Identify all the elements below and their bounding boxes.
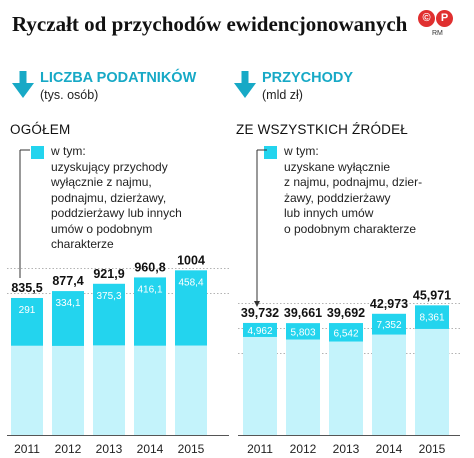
data-label-total: 877,4 — [52, 274, 83, 288]
data-label-subset: 375,3 — [96, 291, 121, 302]
data-label-total: 39,732 — [241, 306, 279, 320]
legend-swatch-right — [264, 146, 277, 159]
bar-subset — [415, 305, 449, 329]
x-tick-label: 2014 — [376, 442, 403, 456]
legend-line: o podobnym charakterze — [284, 221, 417, 236]
bar-subset — [134, 277, 166, 346]
bar-subset — [243, 322, 277, 337]
legend-line: charakterze — [51, 237, 114, 251]
bar-subset — [329, 323, 363, 342]
x-tick-label: 2015 — [419, 442, 446, 456]
data-label-subset: 5,803 — [290, 327, 315, 338]
bar-total — [329, 323, 363, 435]
data-label-total: 42,973 — [370, 297, 408, 311]
publisher-logo: © P RM — [418, 10, 462, 42]
data-label-subset: 458,4 — [178, 277, 203, 288]
legend-line: uzyskane wyłącznie — [284, 159, 391, 174]
x-tick-label: 2012 — [290, 442, 317, 456]
bar-subset — [52, 291, 84, 346]
subtitle-right: ZE WSZYSTKICH ŹRÓDEŁ — [236, 122, 409, 137]
bar-subset — [11, 297, 43, 346]
legend-line: uzyskujący przychody — [51, 159, 168, 174]
panel-title-left: LICZBA PODATNIKÓW — [40, 70, 197, 86]
legend-line: żawy, poddzierżawy — [284, 190, 391, 205]
data-label-subset: 416,1 — [137, 284, 162, 295]
x-tick-label: 2011 — [247, 442, 273, 456]
data-label-subset: 291 — [19, 305, 36, 316]
data-label-subset: 7,352 — [376, 320, 401, 331]
data-label-total: 39,661 — [284, 306, 322, 320]
data-label-subset: 8,361 — [419, 312, 444, 323]
data-label-total: 1004 — [177, 253, 205, 267]
bar-subset — [286, 323, 320, 340]
x-tick-label: 2011 — [14, 442, 40, 456]
data-label-subset: 334,1 — [55, 298, 80, 309]
legend-text-right: w tym: uzyskane wyłącznie z najmu, podna… — [284, 144, 422, 237]
chart-title: Ryczałt od przychodów ewidencjonowanych — [12, 12, 408, 36]
legend-line: z najmu, podnajmu, dzier- — [284, 175, 423, 189]
legend-text-left: w tym: uzyskujący przychody wyłącznie z … — [51, 144, 182, 253]
x-tick-label: 2013 — [96, 442, 123, 456]
legend-line: poddzierżawy lub innych — [51, 206, 182, 220]
down-arrow-icon — [234, 71, 256, 98]
logo-sub: RM — [432, 30, 443, 37]
data-label-total: 45,971 — [413, 288, 451, 302]
x-tick-label: 2014 — [137, 442, 164, 456]
down-arrow-icon — [12, 71, 34, 98]
legend-line: lub innych umów — [284, 206, 374, 220]
bar-subset — [175, 270, 207, 346]
bar-total — [286, 323, 320, 435]
data-label-total: 39,692 — [327, 306, 365, 320]
bar-total — [243, 322, 277, 435]
bar-subset — [372, 313, 406, 335]
x-tick-label: 2013 — [333, 442, 360, 456]
panel-unit-left: (tys. osób) — [40, 88, 99, 102]
data-label-total: 960,8 — [134, 260, 165, 274]
panel-unit-right: (mld zł) — [262, 88, 303, 102]
bar-subset — [93, 283, 125, 346]
legend-line: w tym: — [284, 144, 319, 158]
x-tick-label: 2012 — [55, 442, 82, 456]
data-label-total: 835,5 — [11, 281, 42, 295]
p-icon: P — [436, 10, 453, 27]
legend-line: w tym: — [51, 144, 86, 158]
panel-title-right: PRZYCHODY — [262, 70, 354, 86]
x-tick-label: 2015 — [178, 442, 205, 456]
legend-line: umów o podobnym — [51, 221, 153, 236]
data-label-subset: 6,542 — [333, 328, 358, 339]
legend-swatch-left — [31, 146, 44, 159]
data-label-subset: 4,962 — [247, 326, 272, 337]
legend-line: podnajmu, dzierżawy, — [51, 190, 167, 205]
copyright-icon: © — [418, 10, 435, 27]
connector-arrow — [254, 300, 260, 307]
data-label-total: 921,9 — [93, 267, 124, 281]
subtitle-left: OGÓŁEM — [10, 122, 71, 137]
legend-line: wyłącznie z najmu, — [51, 175, 152, 189]
